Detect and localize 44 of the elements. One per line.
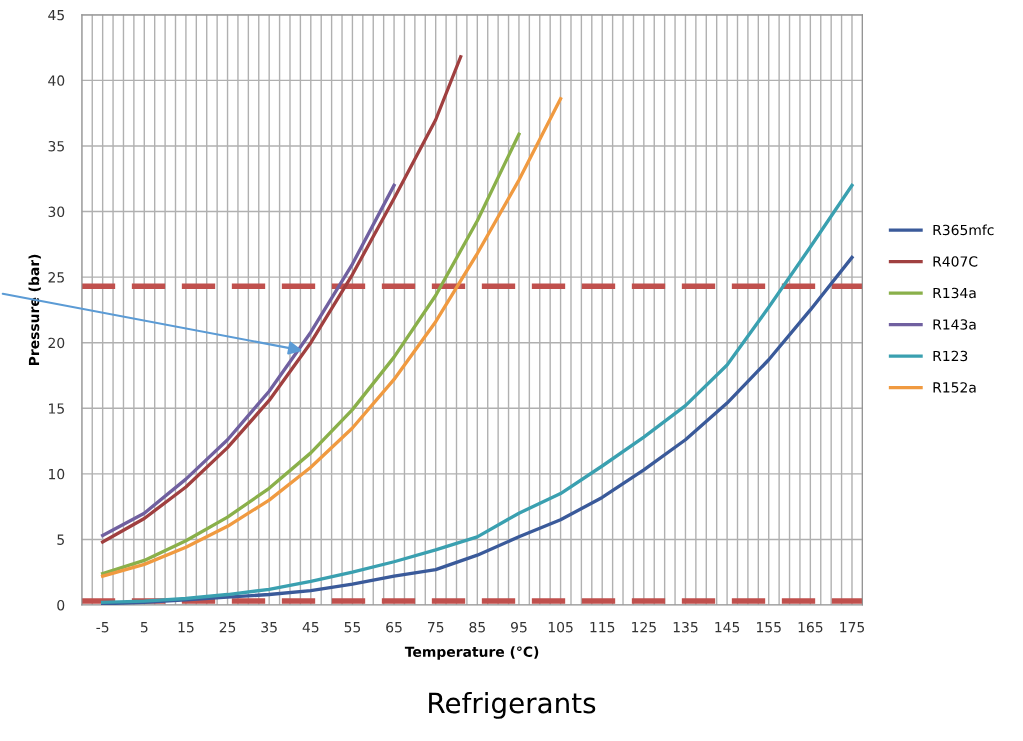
- y-tick-label: 10: [49, 468, 65, 480]
- y-tick-label: 20: [48, 337, 65, 349]
- x-tick-label: 175: [840, 622, 865, 633]
- x-tick-label: -5: [96, 622, 109, 633]
- x-tick-label: 25: [219, 621, 236, 633]
- x-tick-label: 135: [673, 621, 698, 633]
- y-tick-label: 0: [57, 599, 65, 611]
- legend-label: R134a: [933, 287, 976, 299]
- y-tick-label: 5: [57, 534, 64, 545]
- line-series: [100, 97, 563, 578]
- x-tick-label: 55: [344, 622, 361, 633]
- x-tick-label: 145: [715, 622, 740, 633]
- x-tick-label: 95: [510, 621, 527, 633]
- legend-label: R152a: [933, 382, 976, 393]
- x-tick-label: 155: [756, 622, 781, 633]
- legend-label: R123: [933, 350, 968, 362]
- x-tick-label: 35: [261, 621, 277, 633]
- x-tick-label: 85: [469, 621, 485, 633]
- line-series: [100, 183, 396, 538]
- x-tick-label: 65: [386, 621, 402, 633]
- line-series: [100, 132, 521, 576]
- x-tick-label: 105: [548, 621, 573, 633]
- x-tick-label: 125: [632, 621, 656, 633]
- y-tick-label: 35: [48, 140, 64, 152]
- y-tick-label: 15: [49, 403, 64, 414]
- legend-label: R365mfc: [933, 224, 994, 236]
- legend-label: R407C: [933, 256, 978, 267]
- text: Refrigerants: [429, 691, 596, 719]
- x-axis-title: Temperature (°C): [404, 646, 539, 660]
- y-tick-label: 45: [48, 9, 64, 21]
- x-tick-label: 5: [140, 622, 148, 633]
- x-tick-label: 45: [302, 622, 319, 633]
- line-series: [100, 55, 463, 544]
- y-tick-label: 25: [48, 272, 64, 283]
- line-series: [100, 183, 854, 605]
- y-tick-label: 40: [48, 75, 65, 86]
- line-series: [100, 255, 854, 606]
- x-tick-label: 75: [427, 622, 444, 633]
- y-axis-title: Pressure (bar): [28, 254, 41, 366]
- x-tick-label: 115: [590, 622, 615, 633]
- y-tick-label: 30: [48, 206, 65, 218]
- x-tick-label: 15: [178, 622, 194, 633]
- x-tick-label: 165: [798, 621, 823, 633]
- legend-label: R143a: [933, 319, 976, 330]
